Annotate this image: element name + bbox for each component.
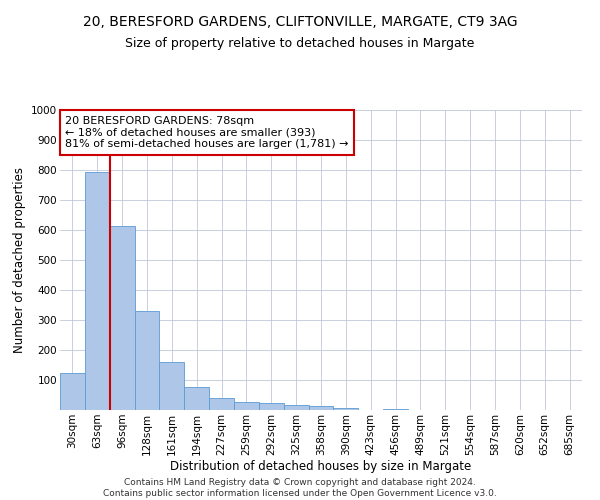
Bar bbox=[259, 402, 284, 410]
Bar bbox=[383, 409, 408, 410]
Bar bbox=[334, 408, 358, 410]
Bar bbox=[308, 406, 334, 410]
Bar bbox=[184, 386, 209, 410]
Bar bbox=[60, 372, 85, 410]
Bar bbox=[234, 402, 259, 410]
Text: Contains HM Land Registry data © Crown copyright and database right 2024.
Contai: Contains HM Land Registry data © Crown c… bbox=[103, 478, 497, 498]
Bar bbox=[160, 362, 184, 410]
Bar bbox=[284, 404, 308, 410]
Text: 20 BERESFORD GARDENS: 78sqm
← 18% of detached houses are smaller (393)
81% of se: 20 BERESFORD GARDENS: 78sqm ← 18% of det… bbox=[65, 116, 349, 149]
Bar bbox=[85, 172, 110, 410]
Bar bbox=[209, 398, 234, 410]
Y-axis label: Number of detached properties: Number of detached properties bbox=[13, 167, 26, 353]
Text: 20, BERESFORD GARDENS, CLIFTONVILLE, MARGATE, CT9 3AG: 20, BERESFORD GARDENS, CLIFTONVILLE, MAR… bbox=[83, 15, 517, 29]
Bar bbox=[134, 311, 160, 410]
Text: Size of property relative to detached houses in Margate: Size of property relative to detached ho… bbox=[125, 38, 475, 51]
Bar bbox=[110, 226, 134, 410]
X-axis label: Distribution of detached houses by size in Margate: Distribution of detached houses by size … bbox=[170, 460, 472, 473]
